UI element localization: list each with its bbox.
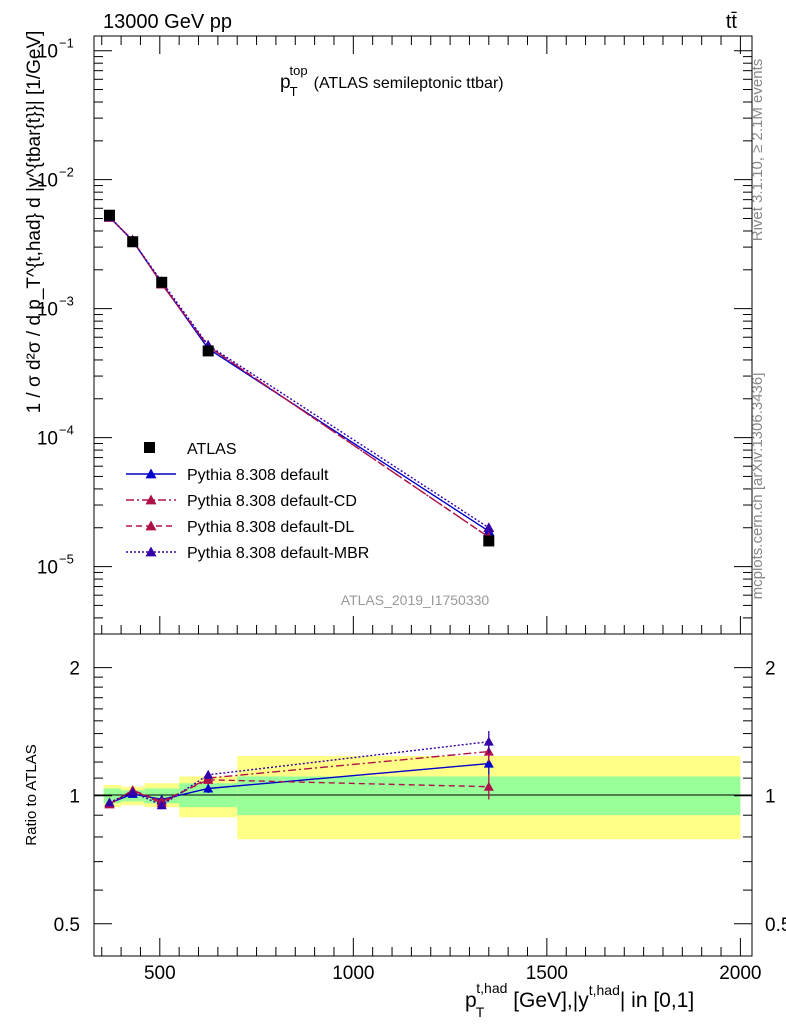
ratio-series-3-point-2 bbox=[156, 800, 167, 810]
main-y-tick-exp-4: −1 bbox=[59, 36, 74, 51]
atlas-data-point-2 bbox=[156, 276, 168, 288]
ratio-series-3-point-0 bbox=[104, 797, 115, 807]
ratio-uncertainty-bands bbox=[103, 755, 741, 840]
ratio-series-3-point-4 bbox=[483, 736, 494, 746]
main-y-tick-exp-3: −2 bbox=[59, 165, 74, 180]
atlas-data-point-1 bbox=[127, 236, 139, 248]
ratio-series-line-2 bbox=[109, 779, 489, 805]
ratio-y-tick-label-right-0: 0.5 bbox=[765, 915, 786, 936]
main-y-tick-label-3: 10 bbox=[37, 171, 58, 192]
legend-label-1: Pythia 8.308 default-CD bbox=[187, 493, 357, 510]
legend: ATLAS Pythia 8.308 default Pythia 8.308 de… bbox=[126, 441, 369, 562]
main-y-tick-label-1: 10 bbox=[37, 429, 58, 450]
stat-uncertainty-band-0 bbox=[103, 788, 122, 804]
x-axis-label: pTt,had [GeV],|yt,had| in [0,1] bbox=[465, 980, 694, 1020]
x-axis-label-end: | in [0,1] bbox=[620, 989, 694, 1012]
ratio-series-2-point-3 bbox=[203, 774, 214, 784]
x-axis-label-sup: t,had bbox=[476, 980, 507, 996]
ratio-series-3-point-1 bbox=[127, 787, 138, 797]
legend-label-3: Pythia 8.308 default-MBR bbox=[187, 545, 369, 562]
legend-label-2: Pythia 8.308 default-DL bbox=[187, 519, 354, 536]
legend-label-0: Pythia 8.308 default bbox=[187, 467, 329, 484]
x-axis-label-sub: T bbox=[476, 1004, 485, 1020]
mcplots-label: mcplots.cern.ch [arXiv:1306.3436] bbox=[749, 373, 766, 600]
main-series-line-1 bbox=[108, 216, 490, 538]
axes-group: 10−510−410−310−210−10.50.511225001000150… bbox=[37, 36, 786, 984]
x-axis-label-mid: [GeV],|y bbox=[507, 989, 589, 1012]
main-y-tick-label-4: 10 bbox=[37, 42, 58, 63]
legend-atlas-label: ATLAS bbox=[187, 441, 237, 458]
main-data-group bbox=[103, 209, 495, 547]
atlas-data-point-0 bbox=[103, 209, 115, 221]
ratio-series-group bbox=[104, 730, 494, 810]
atlas-data-point-4 bbox=[483, 535, 495, 547]
plot-title-main: p bbox=[280, 72, 291, 93]
ratio-plot-frame bbox=[93, 633, 753, 957]
main-y-tick-exp-1: −4 bbox=[59, 423, 74, 438]
main-series-line-0 bbox=[108, 216, 490, 532]
ratio-series-0-point-3 bbox=[203, 783, 214, 793]
main-y-tick-exp-2: −3 bbox=[59, 294, 74, 309]
legend-atlas-marker bbox=[144, 442, 155, 453]
x-tick-label-1: 1000 bbox=[332, 963, 374, 984]
legend-marker-0 bbox=[145, 468, 157, 479]
legend-marker-2 bbox=[145, 520, 157, 531]
x-axis-label-main: p bbox=[465, 989, 477, 1012]
header-process-label: tt̄ bbox=[726, 11, 738, 33]
ratio-series-2-point-4 bbox=[483, 781, 494, 791]
ratio-y-tick-label-left-1: 1 bbox=[69, 787, 80, 808]
x-axis-label-sup2: t,had bbox=[589, 982, 620, 998]
header-left-label: 13000 GeV pp bbox=[103, 11, 232, 33]
main-y-tick-exp-0: −5 bbox=[59, 552, 74, 567]
plot-title-rest: (ATLAS semileptonic ttbar) bbox=[314, 75, 504, 92]
main-series-line-2 bbox=[108, 216, 490, 538]
ratio-series-0-point-4 bbox=[483, 758, 494, 768]
main-y-tick-label-2: 10 bbox=[37, 300, 58, 321]
ratio-y-tick-label-right-1: 1 bbox=[765, 787, 776, 808]
analysis-id-label: ATLAS_2019_I1750330 bbox=[341, 592, 490, 608]
x-tick-label-0: 500 bbox=[144, 963, 176, 984]
main-y-axis-label: 1 / σ d²σ / d p_T^{t,had} d |y^{tbar{t}}… bbox=[24, 31, 45, 414]
main-y-tick-label-0: 10 bbox=[37, 558, 58, 579]
x-tick-label-2: 1500 bbox=[526, 963, 568, 984]
plot-title-sup: top bbox=[290, 63, 308, 78]
ratio-y-axis-label: Ratio to ATLAS bbox=[23, 744, 40, 845]
atlas-data-point-3 bbox=[202, 345, 214, 357]
ratio-series-3-point-3 bbox=[203, 769, 214, 779]
rivet-version-label: Rivet 3.1.10, ≥ 2.1M events bbox=[749, 59, 766, 242]
plot-title: pTtop (ATLAS semileptonic ttbar) bbox=[280, 63, 504, 99]
ratio-y-tick-label-right-2: 2 bbox=[765, 659, 776, 680]
main-series-3-point-4 bbox=[483, 522, 495, 533]
legend-marker-3 bbox=[145, 546, 157, 557]
plot-title-sub: T bbox=[290, 84, 298, 99]
x-tick-label-3: 2000 bbox=[719, 963, 761, 984]
ratio-y-tick-label-left-2: 2 bbox=[69, 659, 80, 680]
legend-marker-1 bbox=[145, 494, 157, 505]
ratio-y-tick-label-left-0: 0.5 bbox=[54, 915, 80, 936]
main-series-line-3 bbox=[108, 216, 490, 529]
